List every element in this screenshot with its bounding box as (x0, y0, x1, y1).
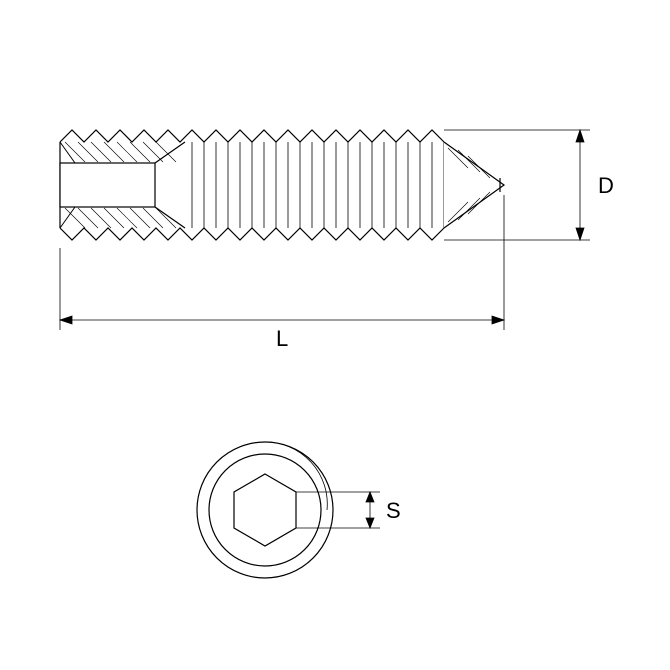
thread-lines (192, 142, 444, 228)
technical-drawing-container: D L S (0, 0, 670, 670)
label-diameter: D (598, 173, 614, 199)
side-view (60, 130, 504, 240)
hex-socket-section (60, 142, 185, 228)
label-length: L (276, 326, 288, 352)
dimension-l (60, 195, 504, 330)
label-socket: S (386, 498, 401, 524)
thread-top-profile (60, 130, 444, 142)
dimension-s (296, 492, 380, 528)
drawing-svg (0, 0, 670, 670)
cone-point (444, 142, 504, 228)
thread-bottom-profile (60, 228, 444, 240)
end-view (197, 442, 333, 578)
